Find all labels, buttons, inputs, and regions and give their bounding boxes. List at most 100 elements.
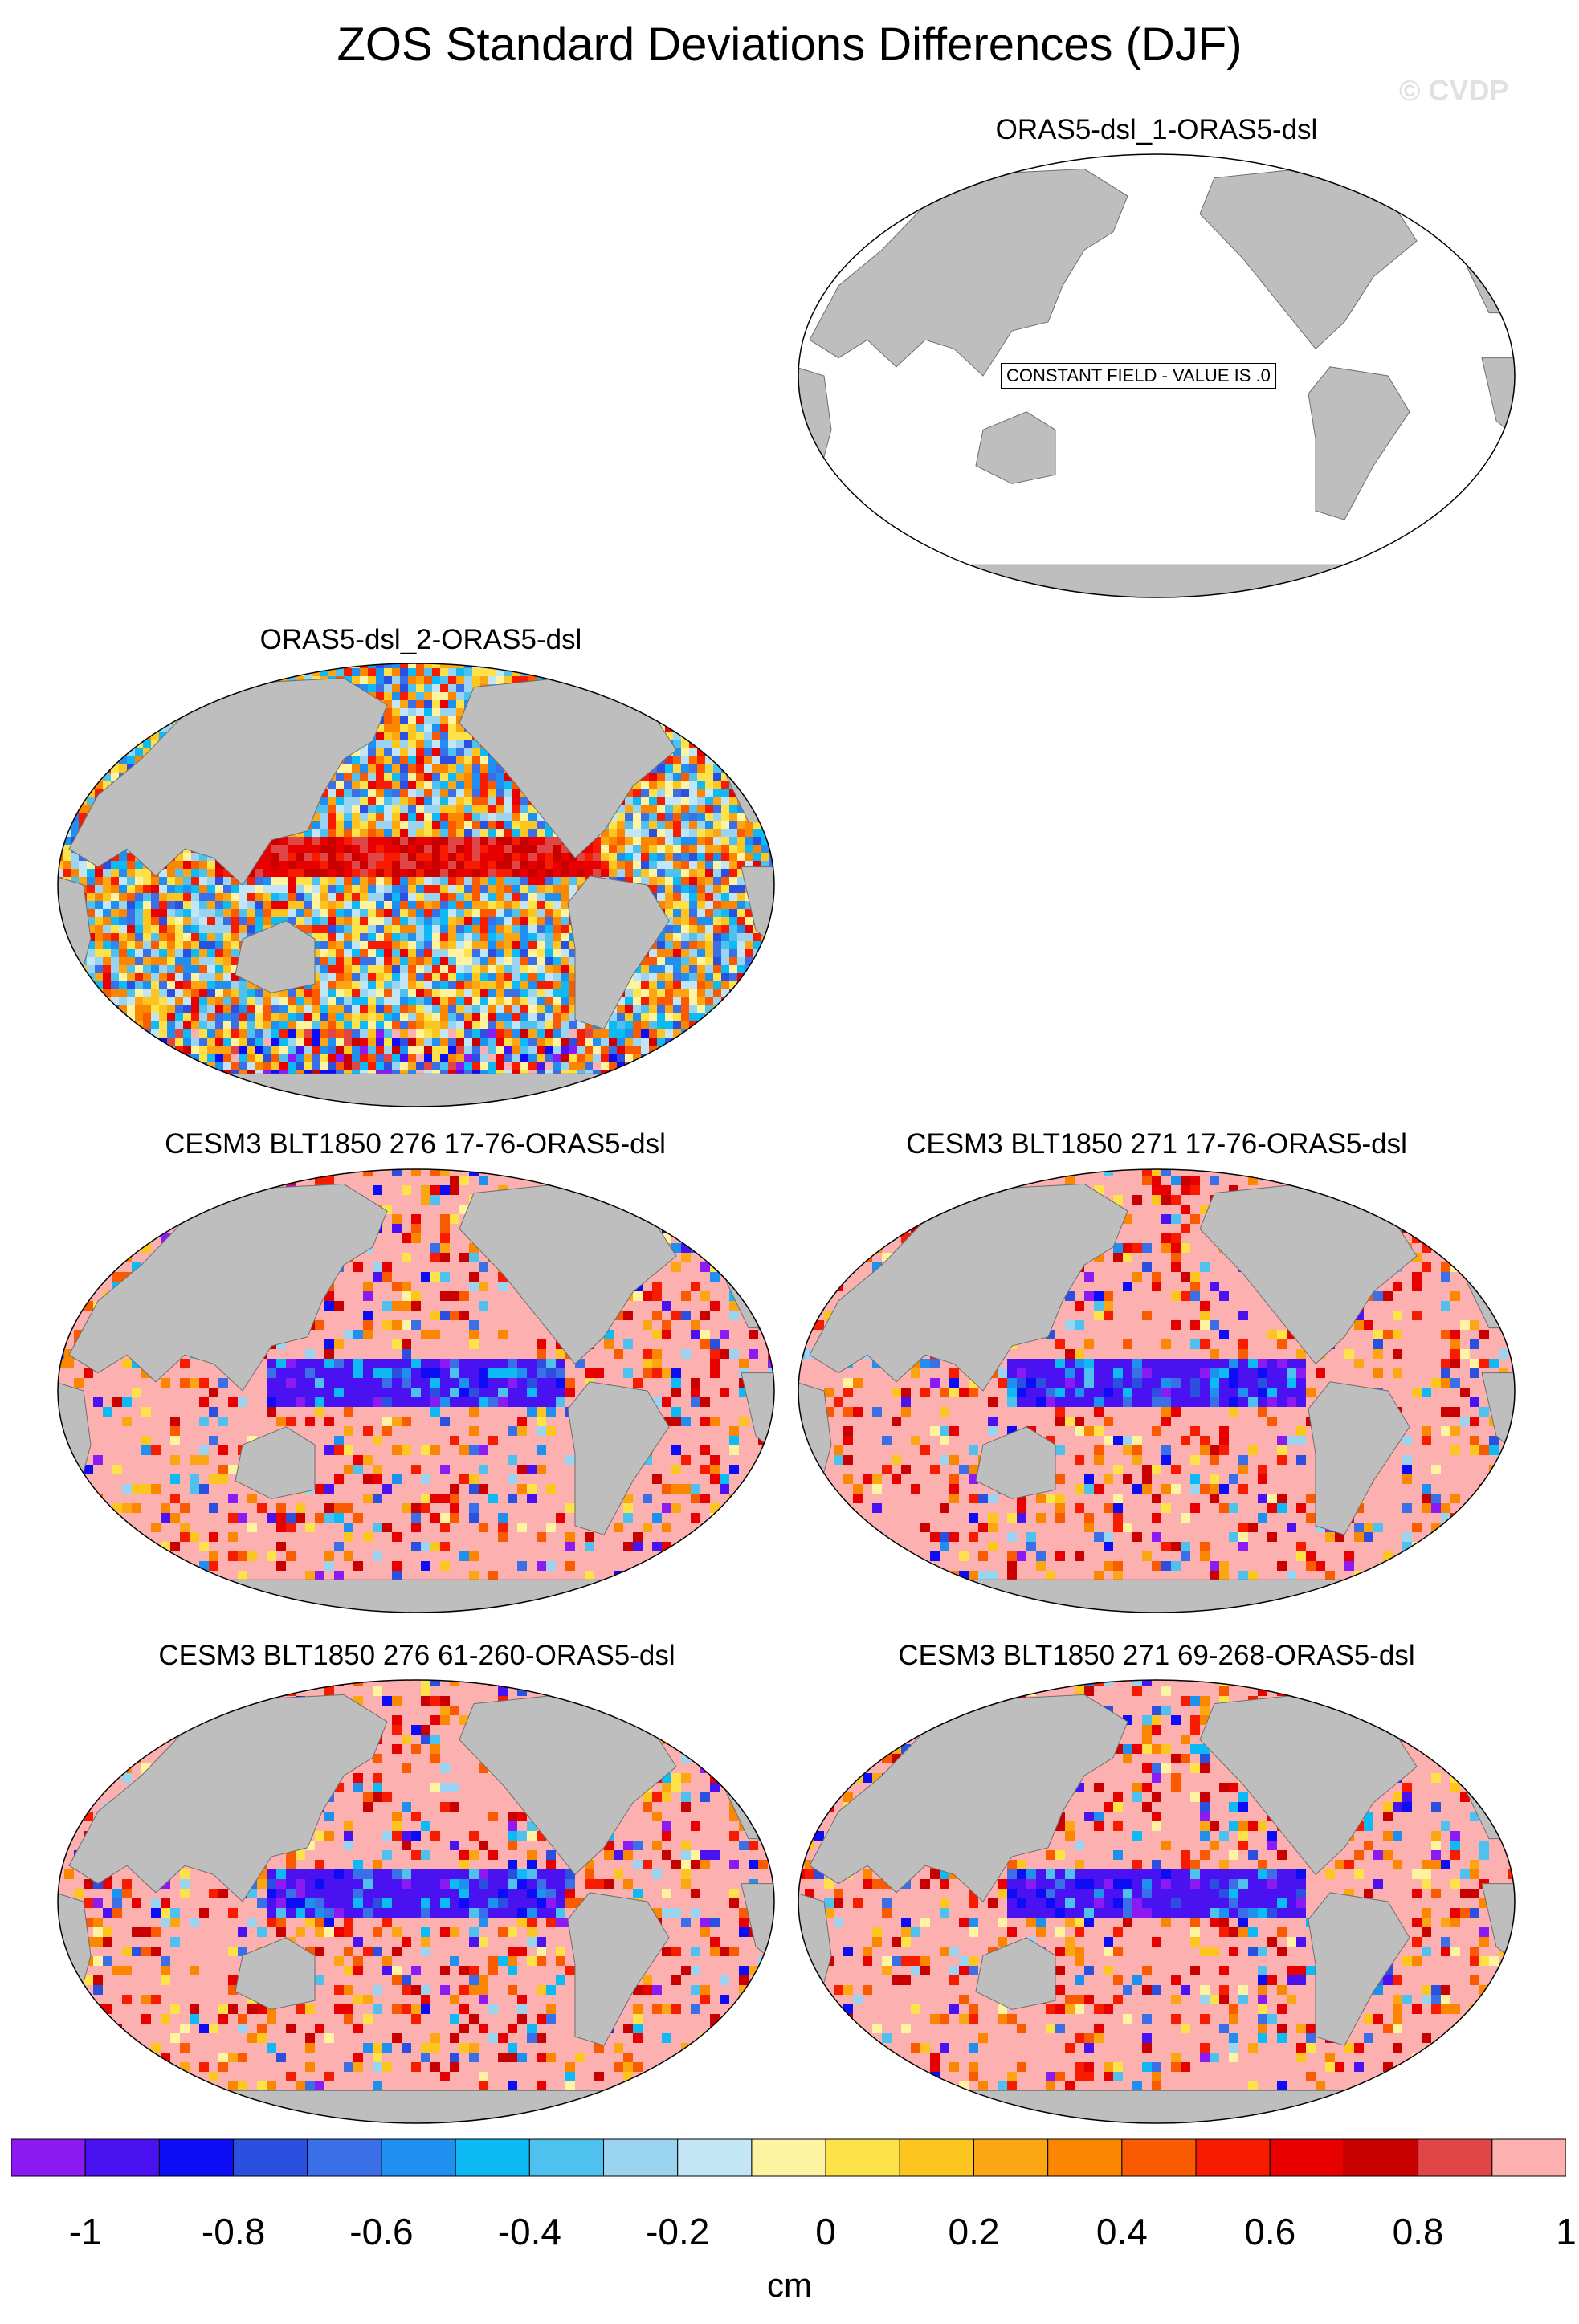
- field-cell: [424, 813, 432, 821]
- field-cell: [737, 724, 745, 732]
- field-cell: [368, 965, 376, 973]
- field-cell: [721, 901, 729, 909]
- field-cell: [328, 1062, 336, 1070]
- field-cell: [729, 965, 737, 973]
- field-cell: [745, 684, 753, 692]
- field-cell: [705, 1086, 713, 1094]
- field-cell: [456, 1038, 464, 1046]
- field-cell: [400, 957, 408, 965]
- field-cell: [512, 1013, 520, 1021]
- field-cell: [271, 893, 279, 901]
- field-cell: [95, 692, 103, 700]
- field-cell: [215, 1046, 223, 1054]
- field-cell: [657, 684, 665, 692]
- field-cell: [207, 877, 215, 885]
- field-cell: [504, 1046, 512, 1054]
- field-cell: [103, 773, 111, 781]
- field-cell: [713, 773, 721, 781]
- field-cell: [135, 1029, 143, 1038]
- field-cell: [63, 700, 71, 708]
- field-cell: [58, 869, 63, 877]
- field-cell: [649, 1070, 657, 1078]
- field-cell: [448, 813, 456, 821]
- field-cell: [432, 933, 440, 941]
- field-cell: [432, 668, 440, 676]
- field-cell: [416, 901, 424, 909]
- field-cell: [119, 909, 127, 917]
- field-cell: [79, 1094, 87, 1102]
- field-cell: [553, 885, 561, 893]
- field-cell: [175, 973, 183, 981]
- field-cell: [360, 933, 368, 941]
- field-cell: [87, 989, 95, 997]
- field-cell: [681, 676, 689, 684]
- field-cell: [368, 781, 376, 789]
- field-cell: [512, 676, 520, 684]
- field-cell: [721, 684, 729, 692]
- field-cell: [488, 1029, 496, 1038]
- field-cell: [344, 773, 352, 781]
- field-cell: [617, 853, 625, 861]
- field-cell: [673, 941, 681, 949]
- field-cell: [71, 989, 79, 997]
- field-cell: [328, 837, 336, 845]
- field-cell: [448, 957, 456, 965]
- field-cell: [392, 1013, 400, 1021]
- field-cell: [737, 917, 745, 925]
- field-cell: [745, 981, 753, 989]
- field-cell: [609, 1013, 617, 1021]
- field-cell: [569, 1062, 577, 1070]
- field-cell: [689, 949, 697, 957]
- field-cell: [408, 1046, 416, 1054]
- field-cell: [58, 789, 63, 797]
- field-cell: [87, 925, 95, 933]
- field-cell: [569, 869, 577, 877]
- field-cell: [312, 837, 320, 845]
- field-cell: [392, 989, 400, 997]
- field-cell: [761, 692, 769, 700]
- field-cell: [103, 1021, 111, 1029]
- field-cell: [569, 1046, 577, 1054]
- field-cell: [585, 663, 593, 668]
- field-cell: [328, 789, 336, 797]
- field-cell: [753, 821, 761, 829]
- field-cell: [673, 837, 681, 845]
- field-cell: [103, 1078, 111, 1086]
- field-cell: [472, 941, 480, 949]
- field-cell: [279, 676, 288, 684]
- field-cell: [103, 740, 111, 748]
- field-cell: [464, 1038, 472, 1046]
- field-cell: [424, 781, 432, 789]
- field-cell: [665, 829, 673, 837]
- field-cell: [504, 989, 512, 997]
- field-cell: [464, 861, 472, 869]
- field-cell: [87, 1062, 95, 1070]
- field-cell: [207, 1021, 215, 1029]
- field-cell: [729, 845, 737, 853]
- field-cell: [617, 813, 625, 821]
- field-cell: [408, 708, 416, 716]
- field-cell: [400, 724, 408, 732]
- field-cell: [199, 885, 207, 893]
- field-cell: [143, 893, 151, 901]
- field-cell: [681, 1005, 689, 1013]
- field-cell: [207, 684, 215, 692]
- field-cell: [432, 981, 440, 989]
- field-cell: [488, 668, 496, 676]
- field-cell: [432, 676, 440, 684]
- field-cell: [400, 965, 408, 973]
- field-cell: [95, 724, 103, 732]
- field-cell: [512, 997, 520, 1005]
- field-cell: [135, 981, 143, 989]
- field-cell: [496, 981, 504, 989]
- field-cell: [263, 1013, 271, 1021]
- field-cell: [223, 957, 231, 965]
- field-cell: [320, 1029, 328, 1038]
- field-cell: [424, 957, 432, 965]
- field-cell: [312, 813, 320, 821]
- map-panel-2: [57, 663, 775, 1107]
- field-cell: [183, 1086, 191, 1094]
- field-cell: [569, 949, 577, 957]
- field-cell: [689, 1005, 697, 1013]
- field-cell: [336, 1038, 344, 1046]
